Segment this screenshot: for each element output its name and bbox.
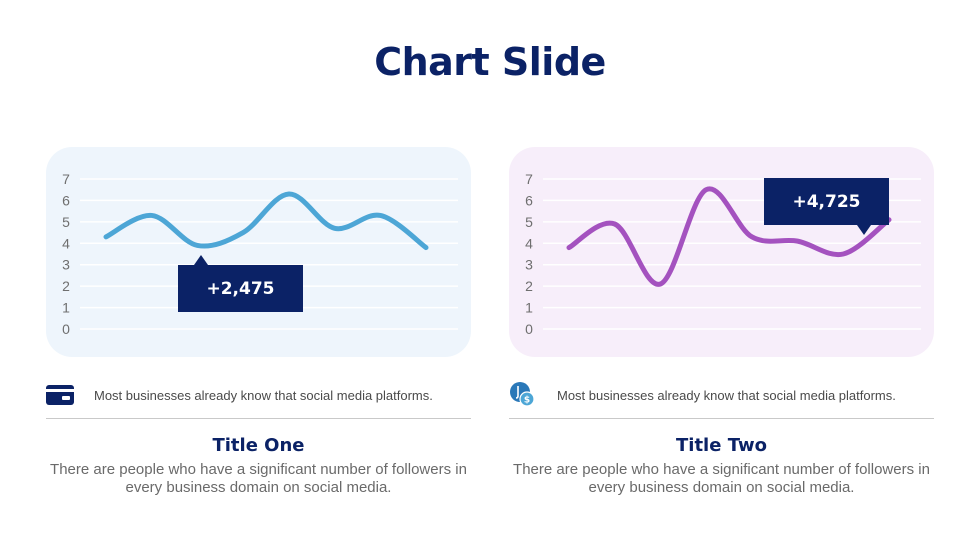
- y-tick-label: 3: [525, 257, 533, 273]
- y-tick-label: 4: [525, 235, 533, 251]
- series-line: [566, 186, 892, 287]
- y-tick-label: 3: [62, 257, 70, 273]
- value-callout-2: +4,725: [764, 178, 889, 235]
- y-tick-label: 1: [525, 300, 533, 316]
- y-tick-label: 2: [62, 278, 70, 294]
- line-chart-1: 0 1 2 3 4 5 6 7: [62, 171, 458, 337]
- y-tick-label: 0: [62, 321, 70, 337]
- y-tick-label: 4: [62, 235, 70, 251]
- card-description: There are people who have a significant …: [513, 461, 930, 496]
- svg-text:$: $: [524, 396, 530, 406]
- credit-card-icon: [46, 381, 74, 409]
- note-row-2: $ Most businesses already know that soci…: [509, 380, 896, 410]
- card-title: Title Two: [676, 435, 767, 456]
- callout-value: +4,725: [792, 191, 861, 212]
- y-tick-label: 7: [62, 171, 70, 187]
- note-row-1: Most businesses already know that social…: [46, 380, 433, 410]
- chart-panel-1: 0 1 2 3 4 5 6 7: [46, 147, 471, 357]
- money-bag-icon: $: [509, 381, 537, 409]
- slide-title: Chart Slide: [374, 40, 606, 84]
- y-tick-label: 5: [62, 214, 70, 230]
- y-tick-label: 0: [525, 321, 533, 337]
- note-text: Most businesses already know that social…: [557, 387, 896, 403]
- line-chart-2: 0 1 2 3 4 5 6 7: [525, 171, 921, 337]
- series-line: [103, 191, 429, 251]
- y-tick-label: 6: [525, 192, 533, 208]
- callout-pointer: [857, 225, 871, 235]
- note-text: Most businesses already know that social…: [94, 387, 433, 403]
- value-callout-1: +2,475: [178, 255, 303, 312]
- y-tick-label: 1: [62, 300, 70, 316]
- y-tick-label: 2: [525, 278, 533, 294]
- y-tick-label: 5: [525, 214, 533, 230]
- card-title: Title One: [212, 435, 305, 456]
- y-tick-label: 7: [525, 171, 533, 187]
- divider: [509, 418, 934, 419]
- callout-pointer: [194, 255, 208, 265]
- callout-value: +2,475: [206, 278, 275, 299]
- divider: [46, 418, 471, 419]
- y-tick-label: 6: [62, 192, 70, 208]
- card-description: There are people who have a significant …: [50, 461, 467, 496]
